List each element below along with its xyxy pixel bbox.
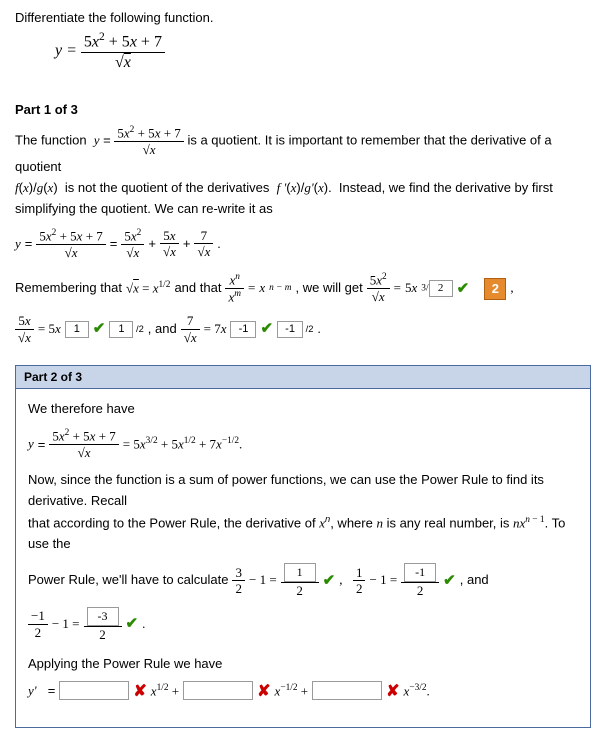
txt: Remembering that xyxy=(15,278,122,299)
n: -3 xyxy=(84,607,122,627)
main-equation: y = 5x2 + 5x + 7 √x xyxy=(55,31,591,72)
cross-icon: ✘ xyxy=(386,681,399,701)
frac-den: √x xyxy=(114,142,183,158)
answer-box[interactable]: 2 xyxy=(429,280,453,297)
n: 5x2 + 5x + 7 xyxy=(49,428,118,445)
n: 5x2 xyxy=(367,272,390,289)
d: √x xyxy=(36,245,105,261)
d: √x xyxy=(181,330,200,346)
check-icon: ✔ xyxy=(443,569,456,593)
n: 3 xyxy=(232,565,245,582)
part2-header: Part 2 of 3 xyxy=(16,366,590,389)
n: 5x xyxy=(15,313,34,330)
part1-body: The function y = 5x2 + 5x + 7 √x is a qu… xyxy=(15,125,591,220)
eq-lhs: y = xyxy=(55,42,77,59)
txt: − 1 = xyxy=(52,614,80,635)
answer-box[interactable]: -1 xyxy=(277,321,303,338)
check-icon: ✔ xyxy=(260,317,273,341)
remember-line: Remembering that √x = x1/2 and that xnxm… xyxy=(15,272,591,305)
n: 5x xyxy=(160,228,179,245)
intro: We therefore have xyxy=(28,399,578,420)
d: √x xyxy=(194,244,213,260)
part2-container: Part 2 of 3 We therefore have y = 5x2 + … xyxy=(15,365,591,728)
answer-box[interactable]: 1 xyxy=(109,321,133,338)
d: √x xyxy=(49,445,118,461)
n: 7 xyxy=(181,313,200,330)
txt: − 1 = xyxy=(369,570,397,591)
check-icon: ✔ xyxy=(457,277,470,301)
d: √x xyxy=(367,289,390,305)
answer-box[interactable] xyxy=(59,681,129,700)
d: √x xyxy=(15,330,34,346)
d: xm xyxy=(225,289,244,305)
txt: Now, since the function is a sum of powe… xyxy=(28,472,544,508)
n: 1 xyxy=(281,563,319,583)
txt: and that xyxy=(174,278,221,299)
answer-box[interactable] xyxy=(312,681,382,700)
answer-box[interactable]: -3 xyxy=(87,607,119,626)
d: 2 xyxy=(401,583,439,599)
txt: , where xyxy=(330,515,376,530)
rewrite-eq: y = 5x2 + 5x + 7 √x = 5x2√x + 5x√x + 7√x… xyxy=(15,228,591,261)
n: −1 xyxy=(28,608,48,625)
n: -1 xyxy=(401,563,439,583)
txt: , and xyxy=(460,570,489,591)
txt: , and xyxy=(148,319,177,340)
txt: simplifying the quotient. We can re-writ… xyxy=(15,201,273,216)
apply: Applying the Power Rule we have xyxy=(28,654,578,675)
row2: 5x√x = 5x1 ✔ 1 /2 , and 7√x = 7x-1 ✔ -1 … xyxy=(15,313,591,345)
eq-num: 5x2 + 5x + 7 xyxy=(81,31,165,53)
calc-line-2: −12 − 1 = -32 ✔ . xyxy=(28,607,578,643)
n: 7 xyxy=(194,228,213,245)
frac-num: 5x2 + 5x + 7 xyxy=(114,125,183,142)
txt: that according to the Power Rule, the de… xyxy=(28,515,319,530)
answer-box[interactable]: -1 xyxy=(404,563,436,582)
hint-button[interactable]: 2 xyxy=(484,278,506,300)
txt: is any real number, is xyxy=(383,515,513,530)
prompt-text: Differentiate the following function. xyxy=(15,10,591,25)
part2-eq: y = 5x2 + 5x + 7 √x = 5x3/2 + 5x1/2 + 7x… xyxy=(28,428,578,461)
n: 5x2 xyxy=(121,228,144,245)
part1-header: Part 1 of 3 xyxy=(15,102,591,117)
answer-box[interactable]: -1 xyxy=(230,321,256,338)
answer-box[interactable] xyxy=(183,681,253,700)
cross-icon: ✘ xyxy=(133,681,146,701)
d: 2 xyxy=(28,625,48,641)
d: 2 xyxy=(281,583,319,599)
d: √x xyxy=(160,244,179,260)
d: 2 xyxy=(353,581,366,597)
d: √x xyxy=(121,245,144,261)
calc-line-1: Power Rule, we'll have to calculate 32 −… xyxy=(28,563,578,599)
n: 1 xyxy=(353,565,366,582)
txt: The function xyxy=(15,132,87,147)
txt: , we will get xyxy=(296,278,363,299)
cross-icon: ✘ xyxy=(257,681,270,701)
check-icon: ✔ xyxy=(323,569,336,593)
answer-box[interactable]: 1 xyxy=(284,563,316,582)
txt: Power Rule, we'll have to calculate xyxy=(28,570,228,591)
check-icon: ✔ xyxy=(126,612,139,636)
n: xn xyxy=(225,272,244,289)
d: 2 xyxy=(232,581,245,597)
check-icon: ✔ xyxy=(93,317,106,341)
d: 2 xyxy=(84,627,122,643)
eq-den: √x xyxy=(81,53,165,72)
para: Now, since the function is a sum of powe… xyxy=(28,470,578,555)
final-line: y' = ✘ x1/2 + ✘ x−1/2 + ✘ x−3/2. xyxy=(28,681,578,701)
n: 5x2 + 5x + 7 xyxy=(36,228,105,245)
answer-box[interactable]: 1 xyxy=(65,321,89,338)
txt: − 1 = xyxy=(249,570,277,591)
